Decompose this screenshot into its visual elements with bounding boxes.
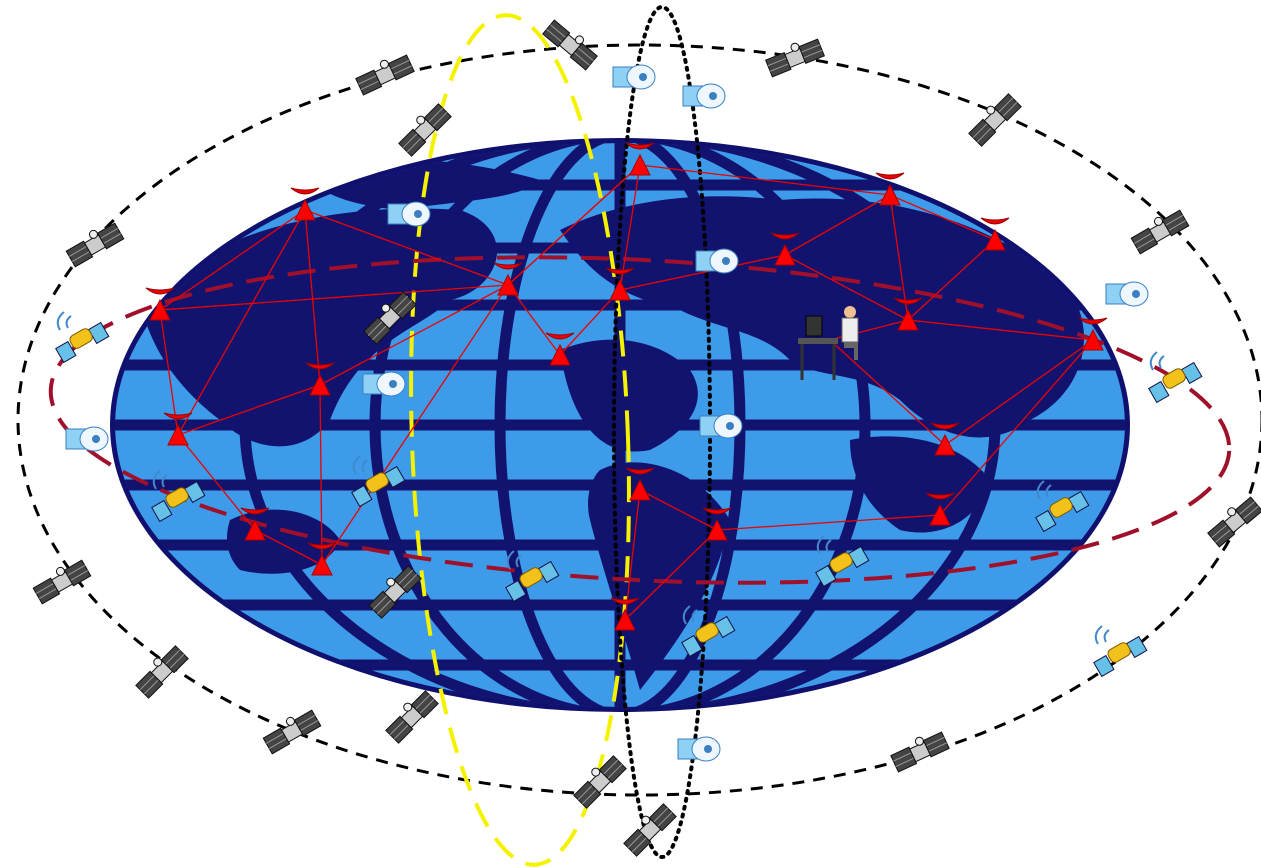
- satellite: [1092, 625, 1148, 678]
- satellite: [381, 686, 439, 744]
- equatorial-orbit: [48, 255, 1232, 585]
- satellite: [54, 311, 110, 364]
- satellite: [619, 799, 677, 857]
- satellite: [1147, 351, 1203, 404]
- satellite: [394, 99, 452, 157]
- satellite: [763, 34, 825, 78]
- satellite: [569, 751, 627, 809]
- satellite: [1105, 281, 1149, 307]
- satellite: [131, 641, 189, 699]
- satellite: [30, 555, 92, 605]
- outer-orbit: [16, 43, 1261, 797]
- satellite: [682, 83, 726, 109]
- satellite: [612, 64, 656, 90]
- satellite: [695, 248, 739, 274]
- polar-orbit-yellow: [409, 13, 631, 867]
- satellite: [888, 726, 950, 773]
- satellite: [353, 49, 415, 96]
- satellite: [677, 736, 721, 762]
- satellite: [63, 218, 125, 268]
- satellite: [65, 426, 109, 452]
- satellite: [699, 413, 743, 439]
- satellite: [1204, 492, 1261, 548]
- satellite: [964, 89, 1022, 147]
- satellite: [542, 15, 601, 71]
- operator-workstation: [798, 306, 859, 380]
- satellite: [387, 201, 431, 227]
- satellite: [260, 705, 322, 755]
- satellite: [362, 371, 406, 397]
